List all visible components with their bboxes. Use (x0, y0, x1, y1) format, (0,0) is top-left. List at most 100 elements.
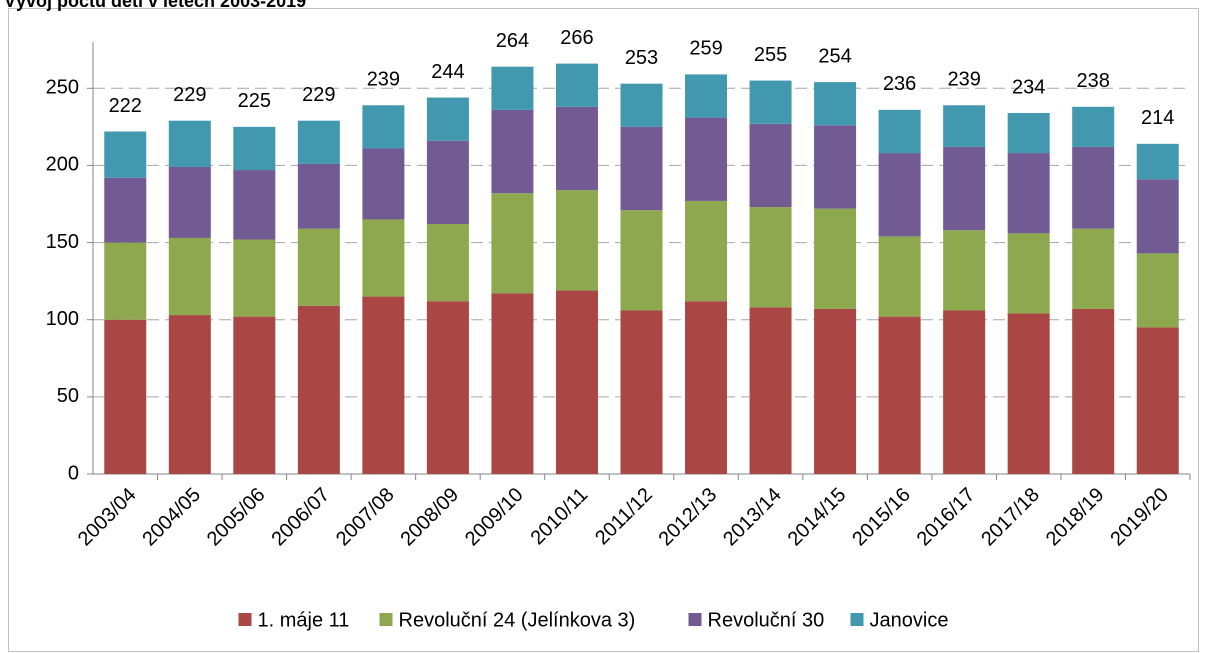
bar-segment (362, 148, 405, 220)
chart-title: Vývoj počtu dětí v letech 2003-2019 (4, 0, 306, 11)
total-label: 238 (1077, 70, 1110, 92)
legend-label: 1. máje 11 (258, 609, 350, 631)
total-label: 255 (754, 44, 787, 66)
bar-segment (1136, 179, 1179, 254)
bar-segment (233, 239, 276, 317)
bar-segment (555, 190, 598, 291)
bar-segment (297, 228, 340, 306)
legend-swatch (850, 613, 864, 626)
total-label: 253 (625, 47, 658, 69)
bar-segment (749, 307, 792, 474)
bar-segment (297, 120, 340, 164)
bar-segment (814, 82, 857, 126)
total-label: 229 (173, 84, 206, 106)
bar-segment (362, 219, 405, 297)
bar-segment (878, 316, 921, 474)
bar-segment (685, 301, 728, 474)
total-label: 236 (883, 73, 916, 95)
y-tick-label: 150 (46, 231, 79, 253)
bar-segment (1072, 146, 1115, 229)
legend-swatch (238, 613, 252, 626)
legend-label: Janovice (870, 609, 949, 631)
bar-segment (1072, 308, 1115, 474)
total-label: 234 (1012, 76, 1045, 98)
bar-segment (749, 123, 792, 208)
bar-segment (1007, 112, 1050, 154)
bar-segment (943, 146, 986, 231)
bar-segment (362, 296, 405, 474)
bar-segment (104, 177, 147, 243)
bar-segment (1007, 233, 1050, 314)
legend-swatch (379, 613, 393, 626)
total-label: 214 (1141, 107, 1174, 129)
total-label: 254 (818, 45, 851, 67)
bar-segment (104, 131, 147, 178)
y-tick-label: 250 (46, 77, 79, 99)
bar-segment (426, 140, 469, 225)
bar-segment (555, 63, 598, 107)
total-label: 239 (367, 69, 400, 91)
bar-segment (168, 237, 211, 316)
bar-segment (168, 166, 211, 238)
bar-segment (620, 210, 663, 311)
total-label: 222 (109, 95, 142, 117)
bar-segment (814, 308, 857, 474)
bar-segment (943, 105, 986, 147)
bar-segment (1072, 106, 1115, 147)
bar-segment (426, 97, 469, 141)
total-label: 225 (238, 90, 271, 112)
bar-segment (749, 207, 792, 308)
y-tick-label: 50 (57, 385, 79, 407)
bar-segment (878, 153, 921, 237)
total-label: 244 (431, 61, 464, 83)
bar-segment (1007, 153, 1050, 234)
bar-segment (685, 74, 728, 118)
y-tick-label: 200 (46, 154, 79, 176)
y-tick-label: 0 (68, 462, 79, 484)
bar-segment (814, 125, 857, 209)
bar-segment (555, 290, 598, 474)
bar-segment (491, 66, 534, 110)
legend-swatch (688, 613, 702, 626)
bar-segment (620, 310, 663, 474)
legend-label: Revoluční 24 (Jelínkova 3) (399, 609, 636, 631)
legend-label: Revoluční 30 (708, 609, 825, 631)
bar-segment (168, 315, 211, 474)
bar-segment (104, 319, 147, 474)
total-label: 229 (302, 84, 335, 106)
bar-segment (233, 316, 276, 474)
bar-segment (620, 83, 663, 127)
bar-segment (1072, 228, 1115, 309)
bar-segment (555, 106, 598, 191)
bar-segment (814, 208, 857, 309)
total-label: 239 (947, 69, 980, 91)
bar-segment (297, 305, 340, 474)
bar-segment (491, 293, 534, 474)
bar-segment (685, 200, 728, 302)
bar-segment (1136, 327, 1179, 474)
bar-segment (943, 230, 986, 311)
bar-segment (620, 126, 663, 211)
total-label: 259 (689, 38, 722, 60)
bar-segment (1136, 253, 1179, 328)
bar-segment (233, 170, 276, 240)
bar-segment (297, 163, 340, 229)
bar-segment (491, 109, 534, 194)
y-tick-label: 100 (46, 308, 79, 330)
bar-segment (878, 236, 921, 317)
total-label: 266 (560, 27, 593, 49)
bar-segment (426, 301, 469, 474)
bar-segment (362, 105, 405, 149)
bar-segment (943, 310, 986, 474)
total-label: 264 (496, 30, 529, 52)
bar-segment (878, 109, 921, 154)
bar-segment (1007, 313, 1050, 474)
bar-segment (1136, 143, 1179, 180)
bar-segment (426, 224, 469, 302)
bar-segment (491, 193, 534, 294)
bar-segment (233, 126, 276, 171)
bar-segment (749, 80, 792, 124)
bar-segment (168, 120, 211, 167)
bar-segment (104, 242, 147, 320)
